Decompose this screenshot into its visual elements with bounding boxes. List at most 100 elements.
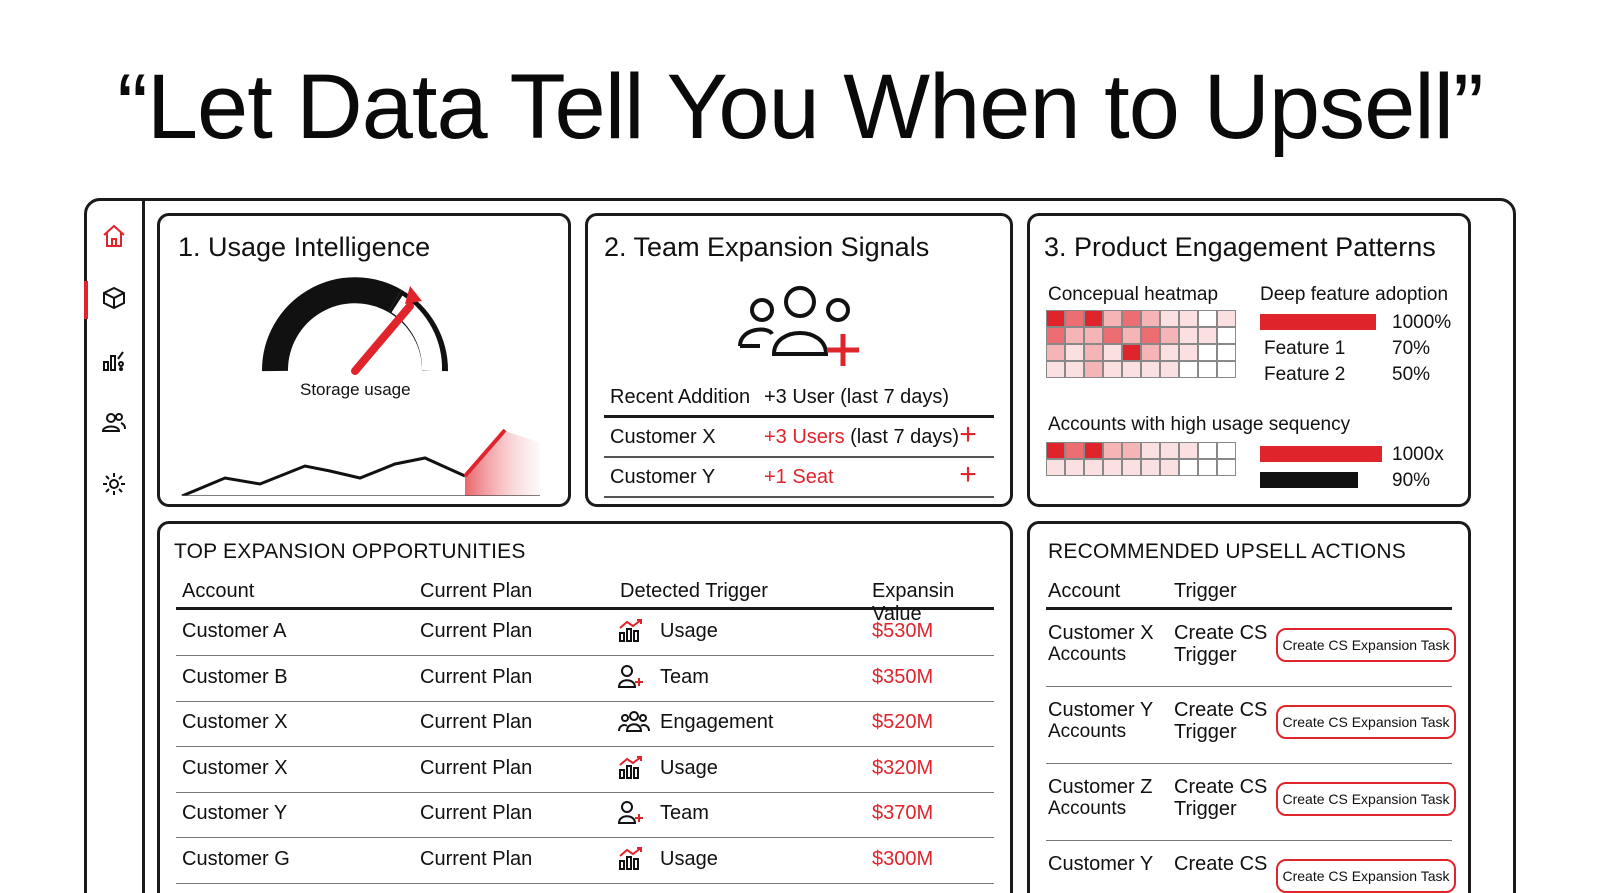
heatmap-cell <box>1198 327 1217 344</box>
heatmap-cell <box>1217 459 1236 476</box>
opportunities-panel: TOP EXPANSION OPPORTUNITIES Account Curr… <box>157 521 1013 893</box>
create-cs-expansion-task-button[interactable]: Create CS Expansion Task <box>1276 628 1456 662</box>
column-header: Account <box>1048 580 1121 602</box>
opportunity-plan: Current Plan <box>420 802 533 824</box>
heatmap-label: Concepual heatmap <box>1048 284 1219 305</box>
column-header: Expansin Value <box>872 580 955 625</box>
heatmap-cell <box>1217 310 1236 327</box>
opportunity-row[interactable]: Customer Y Current Plan Team $370M <box>176 792 994 838</box>
action-account: Customer Z <box>1048 776 1153 798</box>
heatmap-cell <box>1065 442 1084 459</box>
nav-analytics-icon[interactable] <box>95 341 133 379</box>
heatmap-cell <box>1065 327 1084 344</box>
heatmap-cell <box>1103 344 1122 361</box>
heatmap-cell <box>1084 344 1103 361</box>
heatmap-cell <box>1160 459 1179 476</box>
opportunity-plan: Current Plan <box>420 711 533 733</box>
heatmap-cell <box>1084 442 1103 459</box>
heatmap-cell <box>1198 310 1217 327</box>
opportunity-value: $520M <box>872 711 934 733</box>
heatmap-cell <box>1046 361 1065 378</box>
heatmap-cell <box>1179 459 1198 476</box>
team-expansion-panel: 2. Team Expansion Signals Recent Additio… <box>585 213 1013 507</box>
action-account-sub: Accounts <box>1048 721 1127 742</box>
heatmap-cell <box>1217 442 1236 459</box>
add-signal-button[interactable]: + <box>959 418 977 451</box>
heatmap-cell <box>1084 310 1103 327</box>
action-account: Customer Y <box>1048 699 1154 721</box>
opportunity-plan: Current Plan <box>420 847 533 870</box>
action-trigger: Create CS <box>1174 776 1268 798</box>
heatmap-cell <box>1160 361 1179 378</box>
opportunity-row[interactable]: Customer X Current Plan Usage $320M <box>176 747 994 793</box>
column-header: Detected Trigger <box>620 580 768 602</box>
sequence-bar-black <box>1260 472 1358 488</box>
upsell-action-row: Customer Y Create CS Create CS Expansion T… <box>1046 841 1456 893</box>
heatmap-cell <box>1065 459 1084 476</box>
add-signal-button[interactable]: + <box>959 458 977 491</box>
column-header: Current Plan <box>420 580 533 602</box>
heatmap-cell <box>1122 344 1141 361</box>
create-cs-expansion-task-button[interactable]: Create CS Expansion Task <box>1276 782 1456 816</box>
heatmap-cell <box>1217 344 1236 361</box>
upsell-action-row: Customer Z Accounts Create CS Trigger Create… <box>1046 764 1456 841</box>
heatmap-cell <box>1103 442 1122 459</box>
page-headline: “Let Data Tell You When to Upsell” <box>117 56 1484 158</box>
heatmap-cell <box>1046 310 1065 327</box>
heatmap-cell <box>1084 327 1103 344</box>
heatmap-cell <box>1141 344 1160 361</box>
chart-up-icon <box>618 846 644 876</box>
feature-value: 50% <box>1392 364 1431 385</box>
engagement-heatmap <box>1046 310 1238 392</box>
upsell-actions-title: RECOMMENDED UPSELL ACTIONS <box>1048 540 1406 563</box>
heatmap-cell <box>1065 310 1084 327</box>
heatmap-cell <box>1198 442 1217 459</box>
nav-home-icon[interactable] <box>95 217 133 255</box>
adoption-bar <box>1260 314 1376 330</box>
team-signal-delta: +1 Seat <box>764 466 834 488</box>
actions-header-row: Account Trigger <box>1046 572 1452 610</box>
opportunity-row[interactable]: Customer G Current Plan Usage $300M <box>176 838 994 884</box>
opportunity-account: Customer X <box>182 756 288 779</box>
opportunity-row[interactable]: Customer A Current Plan Usage $530M <box>176 610 994 656</box>
opportunity-trigger: Team <box>660 665 709 688</box>
heatmap-cell <box>1046 459 1065 476</box>
upsell-actions-panel: RECOMMENDED UPSELL ACTIONS Account Trigg… <box>1027 521 1471 893</box>
heatmap-cell <box>1179 442 1198 459</box>
group-icon <box>618 709 650 739</box>
action-account: Customer Y <box>1048 853 1154 875</box>
opportunity-plan: Current Plan <box>420 620 533 642</box>
heatmap-cell <box>1046 344 1065 361</box>
opportunity-row[interactable]: Customer B Current Plan Team $350M <box>176 656 994 702</box>
create-cs-expansion-task-button[interactable]: Create CS Expansion Task <box>1276 705 1456 739</box>
heatmap-cell <box>1103 327 1122 344</box>
opportunity-value: $300M <box>872 847 934 870</box>
action-account-sub: Accounts <box>1048 798 1127 819</box>
feature-name: Feature 2 <box>1264 364 1346 385</box>
action-account: Customer X <box>1048 622 1154 644</box>
opportunity-trigger: Usage <box>660 620 718 642</box>
usage-trend-sparkline <box>181 428 540 496</box>
gauge-label: Storage usage <box>300 380 411 399</box>
sequence-bar-red <box>1260 446 1382 462</box>
user-plus-icon <box>617 800 644 830</box>
heatmap-cell <box>1198 344 1217 361</box>
nav-users-icon[interactable] <box>95 403 133 441</box>
column-header: Trigger <box>1174 580 1237 602</box>
opportunity-trigger: Engagement <box>660 711 774 733</box>
opportunity-row[interactable]: Customer X Current Plan Engagement $520M <box>176 701 994 747</box>
heatmap-cell <box>1065 361 1084 378</box>
sequence-value: 1000x <box>1392 444 1444 465</box>
engagement-panel-title: 3. Product Engagement Patterns <box>1044 232 1436 262</box>
nav-gear-icon[interactable] <box>95 465 133 503</box>
usage-panel-title: 1. Usage Intelligence <box>178 232 431 262</box>
chart-up-icon <box>618 618 644 648</box>
heatmap-cell <box>1179 327 1198 344</box>
opportunity-plan: Current Plan <box>420 756 533 779</box>
nav-cube-icon[interactable] <box>95 279 133 317</box>
opportunity-value: $350M <box>872 665 934 688</box>
create-cs-expansion-task-button[interactable]: Create CS Expansion Task <box>1276 859 1456 893</box>
sequence-value: 90% <box>1392 470 1431 491</box>
team-group-icon <box>738 286 859 366</box>
sequence-label: Accounts with high usage sequency <box>1048 414 1351 435</box>
